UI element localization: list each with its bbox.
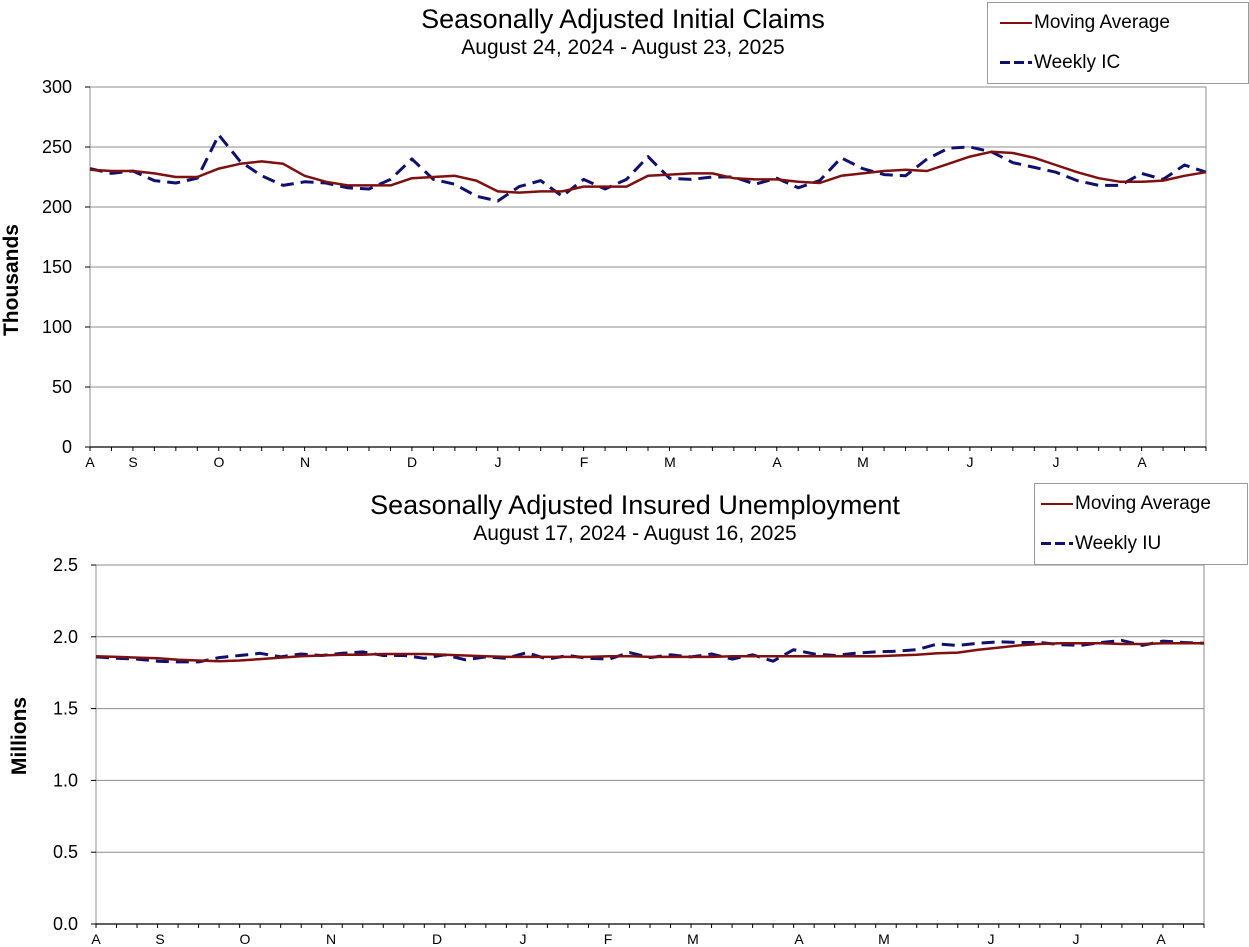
- insured-unemployment-plot: 0.0 0.5 1.0 1.5 2.0 2.5 A S O N D J F M A M J J A: [53, 555, 1205, 947]
- legend-label: Moving Average: [1034, 12, 1170, 33]
- legend-label: Moving Average: [1075, 493, 1211, 514]
- solid-line-icon: [1000, 18, 1032, 28]
- legend-label: Weekly IC: [1034, 52, 1121, 73]
- series-line-weekly: [89, 133, 1207, 203]
- x-tick-label: M: [664, 454, 676, 470]
- x-tick-label: J: [988, 931, 995, 947]
- y-tick-label: 50: [52, 377, 72, 397]
- y-tick-label: 300: [42, 77, 72, 97]
- x-tick-label: O: [214, 454, 225, 470]
- y-tick-label: 0.5: [53, 842, 78, 862]
- x-tick-label: N: [326, 931, 336, 947]
- chart-subtitle: August 17, 2024 - August 16, 2025: [473, 522, 797, 545]
- chart-title: Seasonally Adjusted Insured Unemployment: [370, 490, 900, 520]
- legend-item-weekly: Weekly IU: [1041, 533, 1161, 555]
- y-axis-label: Millions: [8, 696, 31, 776]
- x-tick-label: D: [407, 454, 417, 470]
- chart-title: Seasonally Adjusted Initial Claims: [421, 4, 825, 34]
- x-tick-label: O: [240, 931, 251, 947]
- x-tick-label: A: [772, 454, 782, 470]
- legend-item-moving-average: Moving Average: [1041, 493, 1211, 515]
- y-tick-label: 150: [42, 257, 72, 277]
- plot-area: [95, 564, 1205, 925]
- dashed-line-icon: [1000, 58, 1032, 68]
- chart-subtitle: August 24, 2024 - August 23, 2025: [461, 36, 785, 59]
- initial-claims-plot: 0 50 100 150 200 250 300 A S O N D J F M A M J J A: [42, 77, 1207, 470]
- legend-item-moving-average: Moving Average: [1000, 12, 1170, 34]
- x-tick-label: J: [1073, 931, 1080, 947]
- y-tick-label: 250: [42, 137, 72, 157]
- legend-label: Weekly IU: [1075, 533, 1162, 554]
- y-tick-label: 0: [62, 437, 72, 457]
- y-tick-label: 100: [42, 317, 72, 337]
- x-tick-label: A: [1137, 454, 1147, 470]
- solid-line-icon: [1041, 499, 1073, 509]
- x-tick-label: A: [794, 931, 804, 947]
- x-tick-label: J: [1053, 454, 1060, 470]
- dashed-line-icon: [1041, 539, 1073, 549]
- legend: Moving Average Weekly IU: [1034, 483, 1248, 565]
- x-tick-label: S: [128, 454, 137, 470]
- x-tick-label: F: [604, 931, 613, 947]
- series-line-moving-average: [95, 642, 1204, 663]
- initial-claims-chart: 0 50 100 150 200 250 300 A S O N D J F M A M J J A Seasonal…: [0, 0, 1249, 470]
- y-tick-label: 1.5: [53, 699, 78, 719]
- x-tick-label: F: [580, 454, 589, 470]
- x-tick-label: J: [520, 931, 527, 947]
- y-tick-label: 2.5: [53, 555, 78, 575]
- y-tick-label: 1.0: [53, 770, 78, 790]
- x-tick-label: M: [687, 931, 699, 947]
- legend-item-weekly: Weekly IC: [1000, 52, 1120, 74]
- series-line-moving-average: [89, 150, 1207, 194]
- y-tick-label: 0.0: [53, 914, 78, 934]
- x-tick-label: M: [857, 454, 869, 470]
- x-tick-label: N: [300, 454, 310, 470]
- legend: Moving Average Weekly IC: [987, 2, 1249, 84]
- y-tick-label: 200: [42, 197, 72, 217]
- x-tick-label: J: [495, 454, 502, 470]
- x-tick-label: A: [91, 931, 101, 947]
- y-axis-label: Thousands: [0, 224, 23, 337]
- insured-unemployment-chart: 0.0 0.5 1.0 1.5 2.0 2.5 A S O N D J F M A M J J A Seasonal…: [0, 478, 1249, 947]
- x-tick-label: M: [878, 931, 890, 947]
- x-tick-label: A: [85, 454, 95, 470]
- x-tick-label: J: [967, 454, 974, 470]
- x-tick-label: D: [432, 931, 442, 947]
- x-tick-label: S: [155, 931, 164, 947]
- y-tick-label: 2.0: [53, 627, 78, 647]
- x-tick-label: A: [1156, 931, 1166, 947]
